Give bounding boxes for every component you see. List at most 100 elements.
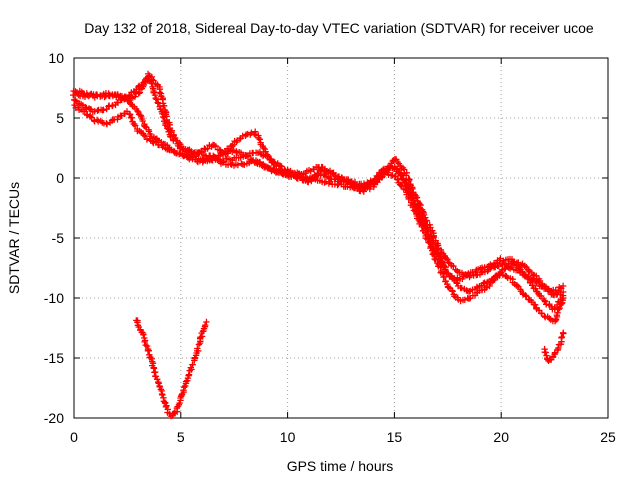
data-point [150, 139, 157, 147]
data-point [263, 151, 271, 158]
data-point [440, 262, 447, 269]
data-point [415, 210, 422, 217]
data-point [144, 347, 152, 354]
data-point [394, 176, 402, 184]
axis-ticks: 0 5 10 15 20 25 -20 -15 -10 -5 0 5 10 [44, 50, 616, 445]
data-point [256, 136, 263, 143]
data-point [525, 267, 532, 274]
x-axis-label: GPS time / hours [287, 458, 394, 474]
data-point [153, 96, 160, 103]
data-point [555, 344, 562, 352]
data-point [180, 384, 188, 391]
data-point [321, 179, 328, 186]
data-point [490, 277, 497, 284]
data-point [238, 160, 245, 167]
data-point [438, 258, 446, 266]
data-marks [70, 70, 567, 420]
data-point [161, 399, 169, 406]
data-point [159, 143, 166, 151]
data-point [142, 123, 149, 130]
chart-grid [74, 58, 608, 418]
data-point [100, 106, 107, 113]
data-point [322, 173, 330, 180]
data-point [542, 349, 549, 356]
data-point [142, 132, 149, 140]
data-point [159, 391, 166, 399]
data-point [442, 254, 450, 262]
x-tick-label: 0 [70, 429, 78, 445]
data-point [140, 331, 147, 338]
data-point [260, 144, 267, 152]
data-point [234, 161, 242, 169]
x-tick-label: 10 [280, 429, 296, 445]
data-point [176, 151, 183, 158]
x-tick-label: 25 [600, 429, 616, 445]
data-point [330, 171, 337, 178]
data-point [445, 259, 452, 266]
data-point [195, 341, 203, 348]
data-point [177, 141, 184, 148]
chart-title: Day 132 of 2018, Sidereal Day-to-day VTE… [84, 20, 594, 36]
y-tick-label: -20 [44, 410, 64, 426]
data-point [405, 195, 413, 203]
data-point [353, 182, 360, 190]
data-point [444, 269, 452, 277]
data-point [140, 132, 148, 139]
data-point [268, 167, 275, 175]
y-axis-label: SDTVAR / TECUs [6, 182, 22, 294]
series-track-6 [133, 317, 210, 420]
x-tick-label: 15 [387, 429, 403, 445]
data-point [444, 256, 451, 263]
data-point [204, 145, 211, 152]
data-point [229, 141, 236, 148]
data-point [132, 122, 139, 129]
data-point [559, 292, 567, 299]
data-point [185, 149, 193, 156]
data-point [522, 292, 529, 299]
data-point [135, 90, 142, 97]
data-point [150, 77, 157, 84]
data-point [160, 102, 168, 109]
data-point [369, 179, 376, 186]
y-tick-label: -15 [44, 350, 64, 366]
data-point [544, 285, 551, 292]
y-tick-label: 0 [56, 170, 64, 186]
series-track-5 [541, 329, 567, 364]
data-point [216, 146, 223, 153]
data-point [212, 143, 219, 150]
data-point [141, 338, 148, 346]
data-point [182, 378, 190, 385]
data-point [450, 263, 457, 270]
data-point [397, 171, 405, 178]
series-track-3 [71, 101, 567, 305]
data-point [189, 361, 196, 368]
data-point [131, 93, 139, 100]
data-point [416, 214, 424, 221]
data-point [154, 376, 161, 383]
data-point [134, 107, 141, 115]
y-tick-label: -5 [52, 230, 65, 246]
series-track-4 [70, 70, 567, 313]
data-point [554, 301, 561, 309]
data-point [248, 157, 255, 165]
data-point [126, 111, 134, 118]
y-tick-label: -10 [44, 290, 64, 306]
data-point [156, 89, 163, 96]
data-point [513, 282, 521, 289]
data-point [533, 272, 540, 279]
data-point [372, 175, 380, 183]
data-point [559, 329, 567, 336]
data-point [486, 282, 493, 290]
x-tick-label: 5 [177, 429, 185, 445]
data-point [440, 273, 447, 281]
data-point [449, 288, 456, 295]
data-point [441, 263, 448, 270]
data-point [264, 152, 272, 160]
data-point [279, 167, 286, 174]
y-tick-label: 10 [48, 50, 64, 66]
y-tick-label: 5 [56, 110, 64, 126]
data-point [151, 91, 159, 99]
data-point [194, 345, 201, 352]
data-point [480, 280, 487, 287]
